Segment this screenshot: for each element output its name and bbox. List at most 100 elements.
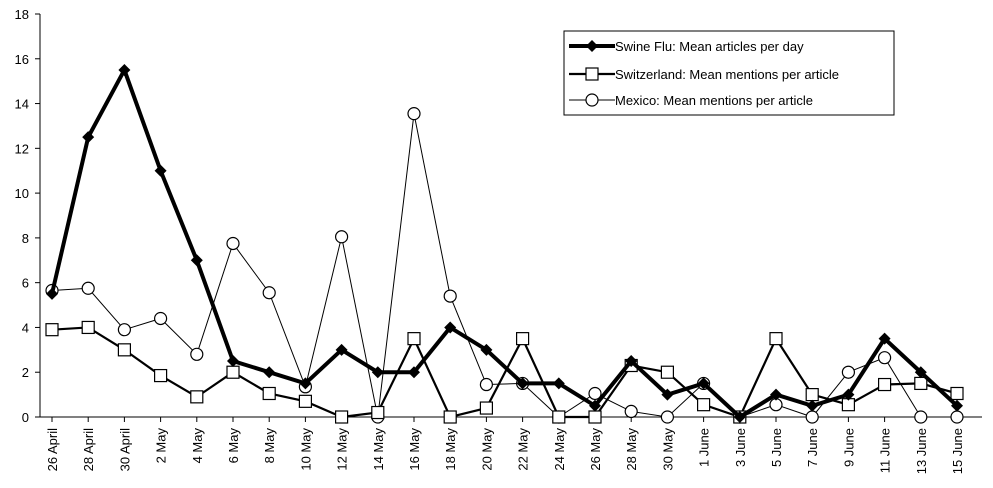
data-point <box>298 394 312 408</box>
data-point <box>443 289 457 303</box>
x-tick-label: 4 May <box>190 428 205 464</box>
x-tick-label: 2 May <box>154 428 169 464</box>
y-tick-label: 8 <box>22 231 29 246</box>
x-tick-label: 26 April <box>45 428 60 471</box>
y-tick-label: 2 <box>22 365 29 380</box>
legend-swatch-marker <box>586 40 598 52</box>
data-point <box>951 399 963 412</box>
data-point <box>335 343 348 356</box>
data-point <box>588 386 602 401</box>
series-line <box>50 65 959 420</box>
legend-swatch-marker <box>585 93 599 107</box>
x-tick-label: 16 May <box>407 428 422 471</box>
legend-box <box>563 30 895 116</box>
data-point <box>950 386 964 401</box>
data-point <box>479 377 493 392</box>
x-tick-label: 10 May <box>298 428 313 471</box>
y-tick-label: 14 <box>15 97 29 112</box>
series-1 <box>45 320 964 424</box>
data-point <box>515 332 530 346</box>
data-point <box>480 343 493 356</box>
x-tick-label: 9 June <box>841 428 856 467</box>
x-tick-label: 28 April <box>81 428 96 471</box>
series-0 <box>46 63 963 423</box>
data-point <box>661 388 674 401</box>
data-point <box>226 236 240 251</box>
y-tick-label: 6 <box>22 276 29 291</box>
data-point <box>82 131 95 144</box>
data-point <box>227 355 239 368</box>
x-tick-label: 15 June <box>950 428 965 474</box>
data-point <box>805 388 819 402</box>
data-point <box>625 355 638 368</box>
data-point <box>335 410 349 424</box>
data-point <box>407 332 421 346</box>
data-point <box>877 377 892 392</box>
data-point <box>878 332 891 345</box>
data-point <box>262 286 276 300</box>
data-point <box>588 410 602 424</box>
x-tick-label: 6 May <box>226 428 241 464</box>
data-point <box>479 401 493 415</box>
series-layer <box>45 63 964 424</box>
data-point <box>371 405 385 420</box>
data-point <box>443 410 457 424</box>
data-point <box>371 366 384 379</box>
legend-item-mexico: Mexico: Mean mentions per article <box>569 93 813 108</box>
data-point <box>552 410 566 424</box>
data-point <box>117 343 132 357</box>
data-point <box>770 388 782 401</box>
x-tick-label: 24 May <box>552 428 567 471</box>
y-tick-label: 16 <box>15 52 29 67</box>
y-axis-ticks: 0 2 4 6 8 10 12 14 16 18 <box>15 7 40 425</box>
data-point <box>154 164 167 177</box>
data-point <box>46 287 58 300</box>
data-point <box>81 281 95 295</box>
legend: Swine Flu: Mean articles per day Switzer… <box>563 30 895 116</box>
data-point <box>407 107 421 121</box>
x-tick-label: 22 May <box>516 428 531 471</box>
data-point <box>226 365 240 379</box>
data-point <box>842 388 855 401</box>
data-point <box>190 390 204 404</box>
legend-item-swine-flu: Swine Flu: Mean articles per day <box>569 39 804 54</box>
x-tick-label: 12 May <box>335 428 350 471</box>
data-point <box>262 386 276 401</box>
data-point <box>154 311 168 326</box>
data-point <box>950 410 964 424</box>
data-point <box>190 347 204 361</box>
legend-swatch-marker <box>585 67 599 81</box>
data-point <box>408 366 420 379</box>
x-tick-label: 30 May <box>660 428 675 471</box>
data-point <box>190 254 203 267</box>
data-point <box>733 411 746 423</box>
data-point <box>696 398 711 412</box>
x-tick-label: 28 May <box>624 428 639 471</box>
data-point <box>914 376 928 391</box>
data-point <box>877 351 892 365</box>
y-tick-label: 4 <box>22 320 29 335</box>
x-tick-label: 18 May <box>443 428 458 471</box>
data-point <box>805 410 819 424</box>
data-point <box>335 230 349 244</box>
data-point <box>154 368 168 383</box>
x-tick-label: 5 June <box>769 428 784 467</box>
data-point <box>117 323 132 337</box>
data-point <box>660 365 675 379</box>
data-point <box>660 410 675 424</box>
x-tick-label: 7 June <box>805 428 820 467</box>
y-tick-label: 12 <box>15 141 29 156</box>
x-axis-ticks: 26 April 28 April 30 April 2 May 4 May 6 May 8… <box>45 417 965 474</box>
x-tick-label: 26 May <box>588 428 603 471</box>
data-point <box>624 404 638 419</box>
y-tick-label: 10 <box>15 186 29 201</box>
data-point <box>299 377 312 390</box>
data-point <box>552 377 565 390</box>
data-point <box>769 332 783 346</box>
y-tick-label: 18 <box>15 7 29 22</box>
data-point <box>914 366 927 379</box>
x-tick-label: 8 May <box>262 428 277 464</box>
data-point <box>806 399 819 412</box>
data-point <box>45 323 59 337</box>
